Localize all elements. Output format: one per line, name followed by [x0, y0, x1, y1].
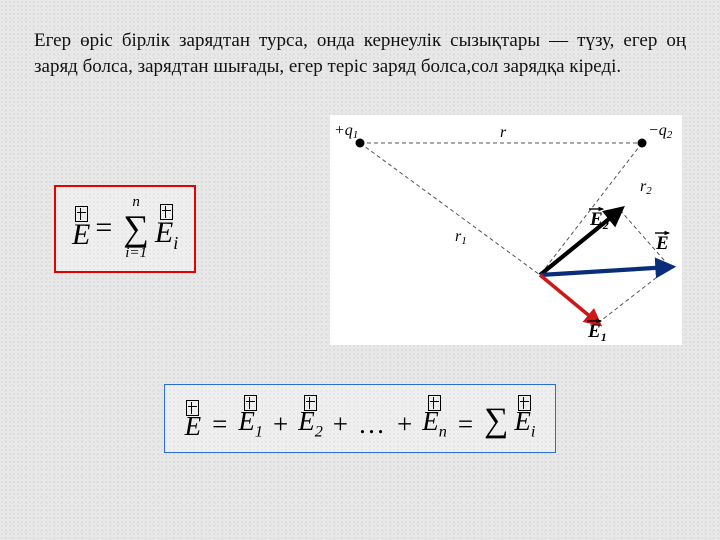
- glyph-box-icon: [160, 204, 173, 220]
- sigma-icon-2: ∑: [484, 402, 508, 440]
- glyph-box-icon: [75, 206, 88, 222]
- svg-text:E: E: [655, 233, 669, 254]
- sum-lower: i=1: [125, 246, 147, 261]
- formula-superposition-box: E = E1 + E2 + … + En = ∑ Ei: [164, 384, 557, 453]
- svg-text:r: r: [500, 124, 507, 141]
- ellipsis: …: [358, 409, 387, 440]
- formula-sum-box: E = n ∑ i=1 Ei: [54, 185, 196, 273]
- sigma-sum: n ∑ i=1: [123, 195, 149, 261]
- paragraph-text: Егер өріс бірлік зарядтан турса, онда ке…: [34, 28, 686, 79]
- f2-En: En: [422, 395, 447, 440]
- mid-row: E = n ∑ i=1 Ei: [34, 115, 686, 350]
- rhs-Ei-vector: Ei: [155, 204, 178, 252]
- f2-E: E: [185, 400, 202, 440]
- f2-Ei: Ei: [514, 395, 535, 440]
- sigma-icon: ∑: [123, 210, 149, 246]
- field-diagram: +q1−q2rr1r2E2EE1: [330, 115, 682, 350]
- lhs-E-vector: E: [72, 206, 90, 250]
- equals-sign: =: [95, 211, 112, 245]
- f2-E2: E2: [298, 395, 323, 440]
- f2-E1: E1: [238, 395, 263, 440]
